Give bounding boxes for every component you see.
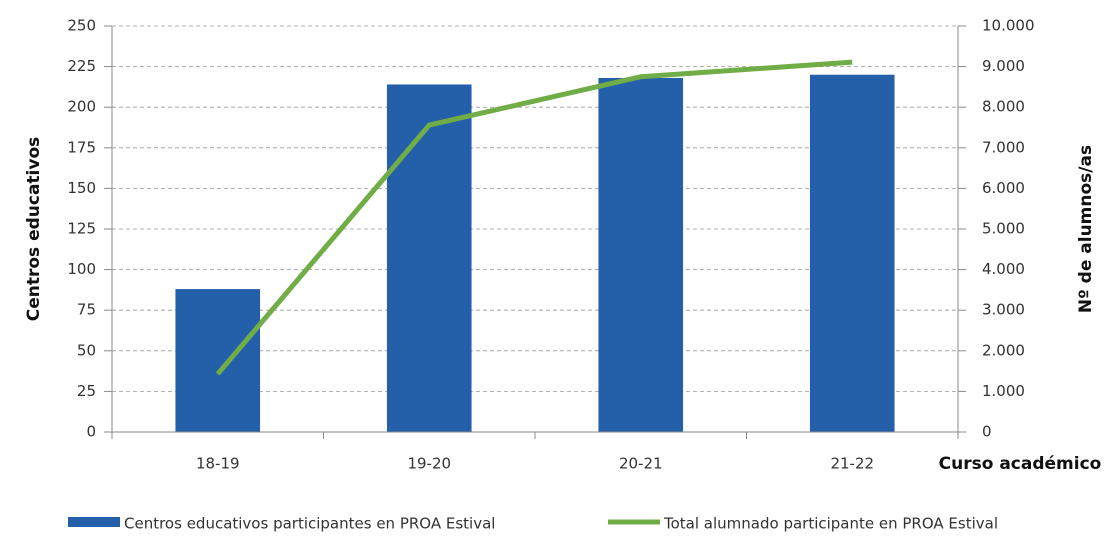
y2-tick-label: 0 — [982, 423, 992, 441]
legend-label: Total alumnado participante en PROA Esti… — [663, 515, 998, 533]
legend-label: Centros educativos participantes en PROA… — [124, 515, 495, 533]
y2-tick-label: 10.000 — [982, 17, 1035, 35]
y2-tick-label: 5.000 — [982, 220, 1025, 238]
y2-axis-label: Nº de alumnos/as — [1076, 145, 1096, 313]
y-tick-label: 225 — [67, 57, 96, 75]
y-tick-label: 125 — [67, 220, 96, 238]
y-tick-label: 150 — [67, 179, 96, 197]
y-axis-label: Centros educativos — [24, 137, 44, 322]
x-tick-label: 19-20 — [407, 455, 451, 473]
legend-swatch — [68, 517, 120, 527]
line — [215, 59, 853, 376]
x-tick-label: 20-21 — [619, 455, 663, 473]
bar — [386, 84, 472, 433]
y2-tick-label: 9.000 — [982, 57, 1025, 75]
y-tick-label: 100 — [67, 260, 96, 278]
x-tick-label: 18-19 — [196, 455, 240, 473]
y-tick-label: 50 — [77, 341, 96, 359]
y-tick-label: 175 — [67, 138, 96, 156]
y2-tick-label: 8.000 — [982, 98, 1025, 116]
x-axis-label: Curso académico — [939, 454, 1102, 474]
y-tick-label: 0 — [86, 423, 96, 441]
y2-tick-label: 1.000 — [982, 382, 1025, 400]
bar — [175, 289, 261, 432]
y2-tick-label: 3.000 — [982, 301, 1025, 319]
y-tick-label: 200 — [67, 98, 96, 116]
bar — [809, 74, 895, 432]
y2-tick-label: 4.000 — [982, 260, 1025, 278]
y2-tick-label: 2.000 — [982, 341, 1025, 359]
y-tick-label: 75 — [77, 301, 96, 319]
y-tick-label: 250 — [67, 17, 96, 35]
y2-tick-label: 6.000 — [982, 179, 1025, 197]
y2-tick-label: 7.000 — [982, 138, 1025, 156]
y-tick-label: 25 — [77, 382, 96, 400]
x-tick-label: 21-22 — [830, 455, 874, 473]
bar — [598, 77, 684, 432]
